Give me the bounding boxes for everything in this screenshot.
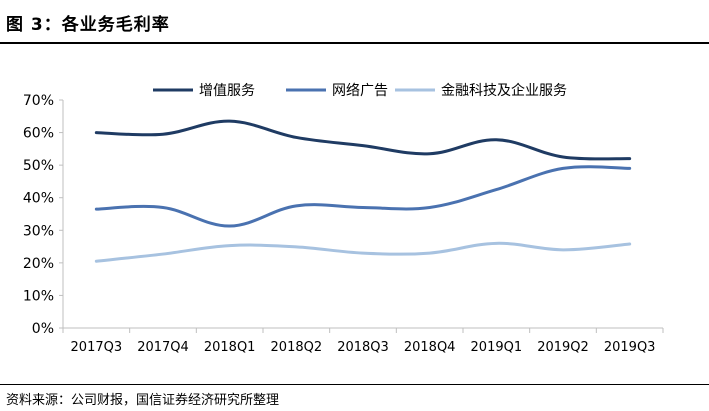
header-rule (0, 42, 709, 44)
y-tick-label: 20% (23, 256, 54, 272)
x-axis: 2017Q3 2017Q4 2018Q1 2018Q2 2018Q3 2018Q4 2019… (62, 327, 664, 355)
series-line-3 (94, 241, 632, 263)
y-tick-label: 0% (32, 321, 54, 337)
x-tick-label: 2019Q2 (537, 340, 589, 355)
figure-header: 图 3：各业务毛利率 (0, 0, 709, 44)
series-line-1 (94, 119, 632, 161)
legend-label: 增值服务 (199, 83, 255, 99)
y-tick-label: 40% (23, 191, 54, 207)
y-axis: 0% 10% 20% 30% 40% 50% 60% 70% (23, 93, 64, 337)
x-tick-label: 2019Q3 (604, 340, 656, 355)
x-tick-label: 2018Q2 (271, 340, 323, 355)
y-tick-label: 30% (23, 223, 54, 239)
figure-title: 图 3：各业务毛利率 (6, 15, 170, 35)
footer-rule (0, 384, 709, 385)
y-tick-label: 10% (23, 288, 54, 304)
y-tick-label: 70% (23, 93, 54, 109)
line-chart: 增值服务 网络广告 金融科技及企业服务 0% 10% 20% 30% 40% 50% 60% 70… (23, 82, 664, 355)
series-lines (94, 119, 632, 263)
y-tick-label: 60% (23, 126, 54, 142)
x-tick-label: 2019Q1 (471, 340, 523, 355)
chart-legend: 增值服务 网络广告 金融科技及企业服务 (153, 82, 567, 99)
x-tick-label: 2017Q3 (71, 340, 123, 355)
series-line-2 (94, 165, 632, 228)
source-note: 资料来源：公司财报，国信证券经济研究所整理 (6, 393, 280, 408)
y-tick-label: 50% (23, 158, 54, 174)
legend-label: 金融科技及企业服务 (441, 82, 567, 99)
legend-label: 网络广告 (332, 83, 388, 99)
x-tick-label: 2018Q3 (337, 340, 389, 355)
x-tick-label: 2017Q4 (137, 340, 189, 355)
x-tick-label: 2018Q1 (204, 340, 256, 355)
x-tick-label: 2018Q4 (404, 340, 456, 355)
